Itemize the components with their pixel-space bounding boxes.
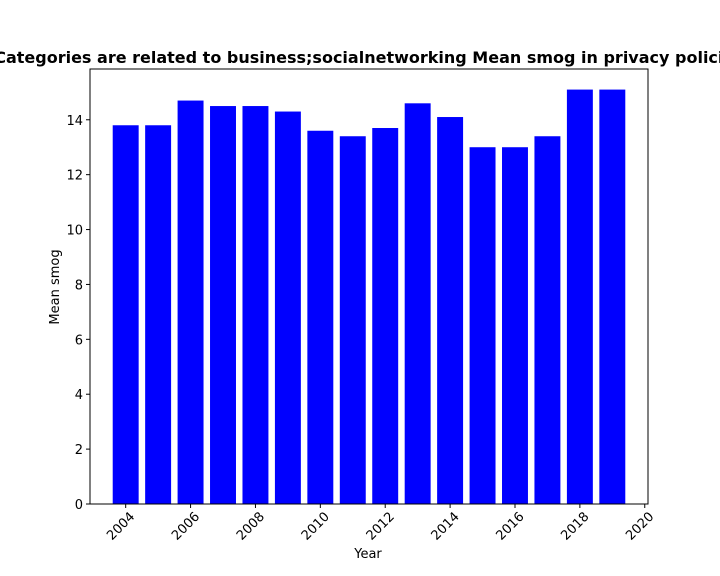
x-tick-label: 2016 [494, 510, 528, 544]
y-tick-label: 10 [66, 224, 83, 239]
bar-2013 [404, 103, 431, 504]
x-axis-label: Year [353, 547, 382, 562]
bars-group [112, 89, 626, 505]
bar-2009 [274, 111, 301, 504]
bar-2018 [566, 89, 593, 504]
bar-2011 [339, 136, 366, 505]
y-tick-label: 12 [66, 169, 83, 184]
bar-2012 [372, 128, 399, 504]
y-tick-label: 0 [75, 498, 83, 513]
x-tick-label: 2014 [429, 510, 463, 544]
x-tick-label: 2004 [104, 510, 138, 544]
bar-2006 [177, 100, 204, 504]
bar-2017 [534, 136, 561, 505]
bar-2019 [599, 89, 626, 504]
x-tick-label: 2020 [623, 510, 657, 544]
chart-title: Categories are related to business;socia… [0, 48, 720, 67]
y-axis-ticks: 0 2 4 6 8 10 12 14 [66, 114, 90, 513]
x-tick-label: 2008 [234, 510, 268, 544]
y-tick-label: 6 [75, 333, 83, 348]
x-axis-ticks: 2004 2006 2008 2010 2012 2014 2016 2018 2020 [104, 504, 657, 544]
y-axis-label: Mean smog [48, 249, 63, 324]
bar-2015 [469, 147, 496, 504]
y-tick-label: 2 [75, 443, 83, 458]
bar-2004 [112, 125, 139, 504]
x-tick-label: 2018 [558, 510, 592, 544]
bar-2007 [210, 106, 236, 505]
bar-2005 [145, 125, 172, 504]
plot-frame [89, 68, 649, 505]
bar-2016 [502, 147, 528, 504]
bar-2010 [307, 130, 334, 504]
bar-2008 [242, 106, 269, 505]
x-tick-label: 2012 [364, 510, 398, 544]
y-tick-label: 14 [66, 114, 83, 129]
y-tick-label: 4 [75, 388, 83, 403]
x-tick-label: 2010 [299, 510, 333, 544]
x-tick-label: 2006 [169, 510, 203, 544]
bar-2014 [437, 117, 464, 504]
y-tick-label: 8 [75, 278, 83, 293]
